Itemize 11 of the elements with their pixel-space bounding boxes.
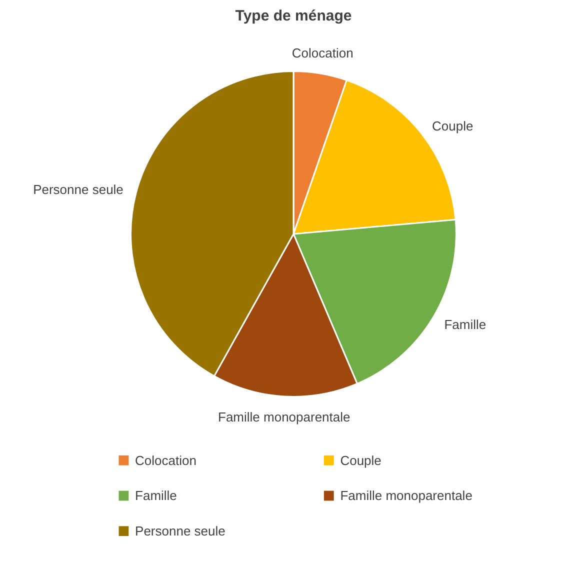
legend-label: Couple: [340, 452, 382, 468]
legend-label: Famille: [135, 488, 177, 504]
legend-label: Colocation: [135, 452, 196, 468]
slice-label: Personne seule: [33, 182, 124, 198]
slice-label: Famille monoparentale: [218, 409, 350, 424]
slice-label: Colocation: [292, 46, 354, 61]
legend-label: Famille monoparentale: [340, 488, 472, 504]
slice-label: Couple: [432, 118, 474, 134]
chart-title: Type de ménage: [235, 8, 352, 24]
legend-label: Personne seule: [135, 524, 226, 539]
slice-label: Famille: [444, 316, 486, 332]
